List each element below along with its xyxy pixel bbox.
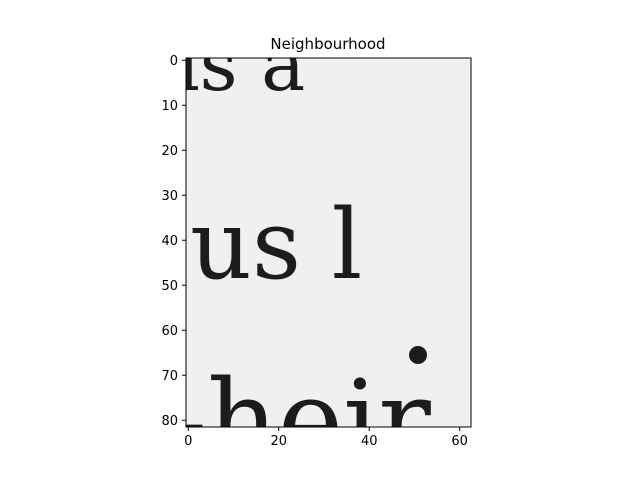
x-tick-label: 0 [184, 434, 192, 449]
text-fragment-row1: is a [176, 22, 305, 108]
chart-title: Neighbourhood [270, 35, 385, 53]
plot-frame [185, 57, 472, 428]
y-tick-label: 60 [161, 324, 178, 339]
x-axis: 0 20 40 60 [184, 427, 468, 449]
y-tick-label: 80 [161, 414, 178, 429]
y-tick-label: 20 [161, 144, 178, 159]
text-fragment-row2: us l [190, 189, 362, 301]
y-tick-label: 70 [161, 369, 178, 384]
y-tick-label: 10 [161, 99, 178, 114]
y-axis: 0 10 20 30 40 50 60 70 80 [161, 54, 186, 429]
y-tick-label: 30 [161, 189, 178, 204]
y-tick-label: 50 [161, 279, 178, 294]
text-fragment-row3: -heir [170, 356, 431, 480]
y-tick-label: 0 [170, 54, 178, 69]
y-tick-label: 40 [161, 234, 178, 249]
i-dot [409, 346, 427, 364]
x-tick-label: 40 [361, 434, 378, 449]
image-patch: is a us l -heir [170, 22, 471, 480]
x-tick-label: 60 [451, 434, 468, 449]
paper-background [186, 58, 471, 427]
x-tick-label: 20 [270, 434, 287, 449]
